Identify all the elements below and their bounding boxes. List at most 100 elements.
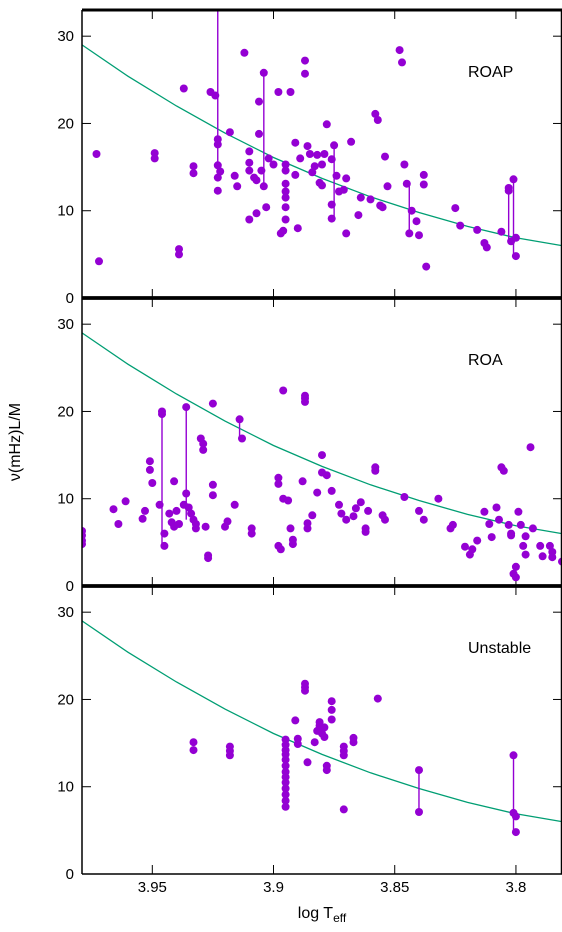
- data-point: [320, 723, 329, 732]
- data-point: [373, 116, 382, 124]
- panel-label: Unstable: [468, 640, 531, 657]
- data-point: [327, 214, 336, 223]
- data-point: [175, 245, 183, 254]
- data-point: [291, 716, 300, 725]
- data-point: [395, 46, 404, 55]
- data-point: [204, 554, 213, 563]
- data-point: [298, 477, 307, 486]
- data-point: [451, 204, 460, 213]
- data-point: [480, 507, 489, 516]
- data-point: [511, 252, 520, 261]
- x-axis-title-main: log T: [298, 905, 334, 922]
- data-point: [257, 166, 266, 175]
- y-tick-label: 30: [57, 604, 74, 621]
- y-axis-title: ν(mHz)L/M: [7, 403, 24, 481]
- data-point: [356, 498, 365, 507]
- data-point: [288, 540, 297, 549]
- panel-label: ROA: [468, 352, 503, 369]
- data-point: [342, 515, 351, 524]
- x-tick-label: 3.95: [138, 879, 167, 896]
- data-point: [279, 386, 288, 395]
- data-point: [335, 500, 343, 509]
- data-point: [456, 221, 465, 230]
- data-point: [121, 497, 130, 506]
- data-point: [230, 171, 239, 180]
- data-point: [349, 512, 358, 521]
- data-point: [548, 553, 557, 562]
- data-point: [383, 182, 392, 191]
- data-point: [293, 740, 302, 748]
- data-point: [269, 160, 278, 169]
- data-point: [318, 181, 326, 190]
- data-point: [279, 226, 288, 235]
- data-point: [327, 200, 336, 209]
- data-point: [276, 545, 285, 554]
- panel-roap: 0 10 20 30 ROAP: [57, 8, 562, 307]
- data-point: [545, 541, 554, 550]
- data-point: [434, 494, 443, 503]
- data-point: [330, 141, 339, 150]
- data-point: [264, 154, 273, 163]
- data-point: [482, 243, 491, 252]
- data-point: [238, 434, 246, 443]
- data-point: [259, 182, 268, 191]
- data-point: [402, 179, 411, 188]
- data-point: [230, 500, 239, 509]
- data-point: [303, 758, 312, 767]
- data-point: [322, 766, 331, 775]
- data-point: [281, 796, 290, 805]
- data-point: [296, 154, 305, 163]
- data-point: [366, 195, 375, 204]
- data-point: [92, 150, 101, 158]
- data-point: [509, 751, 518, 760]
- data-point: [322, 120, 331, 129]
- data-point: [511, 573, 520, 582]
- data-point: [320, 733, 329, 741]
- data-point: [252, 176, 261, 185]
- data-point: [473, 536, 482, 545]
- data-point: [216, 167, 225, 176]
- data-point: [172, 506, 181, 515]
- data-point: [189, 162, 198, 171]
- data-point: [339, 805, 348, 814]
- data-point: [208, 491, 217, 500]
- data-point: [293, 224, 302, 233]
- y-tick-label: 10: [57, 491, 74, 508]
- data-point: [274, 473, 283, 482]
- data-point: [223, 517, 232, 526]
- data-point: [504, 520, 513, 529]
- data-point: [252, 209, 261, 218]
- data-point: [327, 715, 336, 724]
- data-point: [301, 56, 309, 65]
- data-point: [511, 562, 520, 571]
- data-point: [351, 504, 360, 513]
- data-point: [415, 231, 423, 240]
- y-tick-label: 0: [66, 866, 74, 883]
- data-point: [381, 152, 389, 161]
- data-point: [310, 162, 319, 171]
- data-point: [538, 552, 547, 561]
- data-point: [301, 69, 309, 78]
- data-point: [208, 399, 217, 408]
- data-point: [528, 524, 537, 533]
- data-point: [364, 506, 373, 515]
- y-tick-label: 20: [57, 691, 74, 708]
- data-point: [301, 397, 309, 406]
- data-point: [468, 545, 477, 554]
- data-point: [313, 150, 322, 159]
- data-point: [281, 761, 290, 770]
- panel-roa: 0 10 20 30 ROA: [57, 296, 562, 595]
- data-point: [150, 149, 159, 158]
- data-point: [109, 505, 118, 514]
- data-point: [255, 129, 263, 138]
- data-point: [291, 170, 300, 179]
- y-tick-label: 30: [57, 28, 74, 45]
- data-point: [519, 541, 528, 550]
- x-axis-title-subscript: eff: [333, 911, 347, 925]
- data-point: [398, 58, 406, 67]
- data-point: [199, 439, 208, 448]
- data-point: [245, 158, 254, 167]
- y-tick-label: 10: [57, 779, 74, 796]
- data-point: [211, 91, 220, 100]
